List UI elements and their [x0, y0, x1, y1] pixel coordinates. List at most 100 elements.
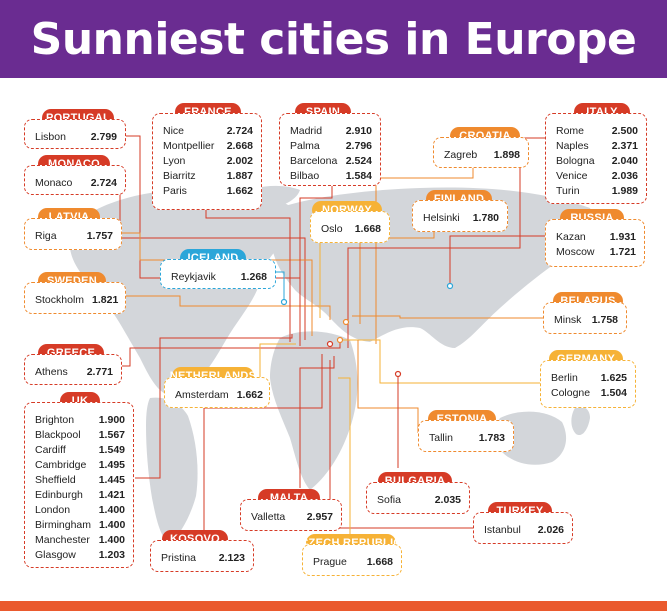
sunshine-value: 1.758 [591, 314, 618, 326]
sunshine-value: 2.002 [226, 155, 253, 167]
city-row: Bilbao 1.584 [290, 169, 372, 184]
city-row: Turin 1.989 [556, 184, 638, 199]
city-row: Sheffield 1.445 [35, 473, 125, 488]
sunshine-value: 2.123 [218, 552, 245, 564]
sunshine-value: 1.495 [98, 459, 125, 471]
country-box-kosovo: Pristina 2.123 [150, 540, 254, 572]
city-name: Pristina [161, 552, 197, 564]
sunshine-value: 1.504 [600, 387, 627, 399]
country-box-sweden: Stockholm 1.821 [24, 282, 126, 314]
city-name: Istanbul [484, 524, 521, 536]
city-row: Biarritz 1.887 [163, 169, 253, 184]
sunshine-value: 1.989 [611, 185, 638, 197]
sunshine-value: 2.724 [226, 125, 253, 137]
city-row: Edinburgh 1.421 [35, 488, 125, 503]
sunshine-value: 1.900 [98, 414, 125, 426]
city-row: Minsk 1.758 [554, 313, 618, 328]
city-name: Palma [290, 140, 320, 152]
city-row: Lisbon 2.799 [35, 130, 117, 145]
footer-bar [0, 601, 667, 611]
city-row: Sofia 2.035 [377, 493, 461, 508]
city-name: Manchester [35, 534, 90, 546]
sunshine-value: 1.421 [98, 489, 125, 501]
sunshine-value: 2.035 [434, 494, 461, 506]
city-name: Blackpool [35, 429, 81, 441]
country-box-norway: Oslo 1.668 [310, 211, 390, 243]
city-row: Rome 2.500 [556, 124, 638, 139]
sunshine-value: 1.898 [493, 149, 520, 161]
country-box-spain: Madrid 2.910 Palma 2.796 Barcelona 2.524 Bi… [279, 113, 381, 186]
country-box-italy: Rome 2.500 Naples 2.371 Bologna 2.040 Venic… [545, 113, 647, 204]
sunshine-value: 2.957 [306, 511, 333, 523]
city-name: Paris [163, 185, 187, 197]
city-dot [394, 370, 402, 378]
city-name: Lisbon [35, 131, 66, 143]
city-row: Valletta 2.957 [251, 510, 333, 525]
city-row: Stockholm 1.821 [35, 293, 118, 308]
city-row: Moscow 1.721 [556, 245, 636, 260]
country-box-greece: Athens 2.771 [24, 354, 122, 385]
city-row: Amsterdam 1.662 [175, 388, 263, 403]
city-name: Zagreb [444, 149, 478, 161]
sunshine-value: 1.567 [98, 429, 125, 441]
city-row: Manchester 1.400 [35, 533, 125, 548]
country-box-russia: Kazan 1.931 Moscow 1.721 [545, 219, 645, 267]
sunshine-value: 1.625 [600, 372, 627, 384]
sunshine-value: 2.771 [86, 366, 113, 378]
city-name: Berlin [551, 372, 578, 384]
sunshine-value: 2.036 [611, 170, 638, 182]
city-name: Moscow [556, 246, 595, 258]
city-row: Helsinki 1.780 [423, 211, 499, 226]
sunshine-value: 1.400 [98, 534, 125, 546]
sunshine-value: 1.203 [98, 549, 125, 561]
city-row: Glasgow 1.203 [35, 548, 125, 563]
city-name: Oslo [321, 223, 343, 235]
city-name: London [35, 504, 71, 516]
city-row: Riga 1.757 [35, 229, 113, 244]
city-dots [280, 282, 454, 378]
country-box-turkey: Istanbul 2.026 [473, 512, 573, 544]
city-row: Madrid 2.910 [290, 124, 372, 139]
city-name: Cardiff [35, 444, 66, 456]
city-name: Sheffield [35, 474, 76, 486]
city-row: Reykjavik 1.268 [171, 270, 267, 285]
city-row: Brighton 1.900 [35, 413, 125, 428]
sunshine-value: 2.524 [345, 155, 372, 167]
city-row: Berlin 1.625 [551, 371, 627, 386]
city-name: Nice [163, 125, 185, 137]
city-row: Bologna 2.040 [556, 154, 638, 169]
sunshine-value: 1.662 [236, 389, 263, 401]
city-dot [326, 340, 334, 348]
infographic-stage: PORTUGAL Lisbon 2.799 MONACO Monaco 2.724 … [0, 78, 667, 601]
city-row: Kazan 1.931 [556, 230, 636, 245]
country-box-belarus: Minsk 1.758 [543, 302, 627, 334]
city-dot [280, 298, 288, 306]
city-row: Palma 2.796 [290, 139, 372, 154]
city-name: Edinburgh [35, 489, 83, 501]
country-box-estonia: Tallin 1.783 [418, 420, 514, 452]
sunshine-value: 1.445 [98, 474, 125, 486]
city-dot [342, 318, 350, 326]
city-name: Tallin [429, 432, 453, 444]
sunshine-value: 1.783 [478, 432, 505, 444]
sunshine-value: 1.887 [226, 170, 253, 182]
city-row: Pristina 2.123 [161, 551, 245, 566]
sunshine-value: 1.780 [472, 212, 499, 224]
country-box-netherlands: Amsterdam 1.662 [164, 377, 270, 408]
sunshine-value: 2.500 [611, 125, 638, 137]
country-box-germany: Berlin 1.625 Cologne 1.504 [540, 360, 636, 408]
sunshine-value: 2.910 [345, 125, 372, 137]
city-row: Tallin 1.783 [429, 431, 505, 446]
city-name: Venice [556, 170, 588, 182]
sunshine-value: 1.584 [345, 170, 372, 182]
sunshine-value: 2.371 [611, 140, 638, 152]
city-name: Kazan [556, 231, 586, 243]
sunshine-value: 1.668 [366, 556, 393, 568]
city-dot [446, 282, 454, 290]
sunshine-value: 2.799 [90, 131, 117, 143]
city-name: Bologna [556, 155, 595, 167]
city-dot [336, 336, 344, 344]
city-name: Barcelona [290, 155, 338, 167]
city-name: Montpellier [163, 140, 215, 152]
title-banner: Sunniest cities in Europe [0, 0, 667, 78]
